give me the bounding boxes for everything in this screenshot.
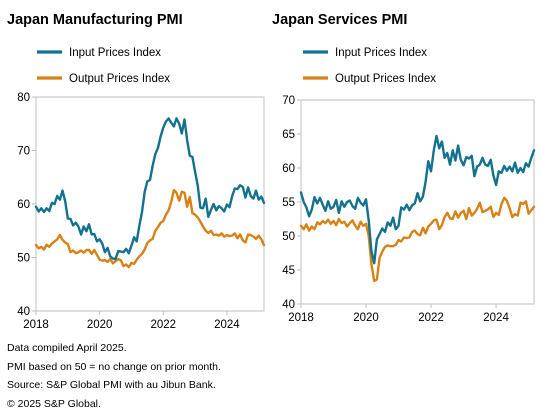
mfg-y-tick-label: 80 <box>17 92 30 104</box>
svc-y-tick-label: 55 <box>282 197 295 209</box>
svc-y-tick-label: 45 <box>282 265 295 277</box>
svc-y-tick-label: 60 <box>282 163 295 175</box>
manufacturing-pmi-chart: 40 50 60 70 80 2018 2020 2022 2024 Input Prices I… <box>0 0 270 336</box>
svc-x-tick-label: 2018 <box>288 312 314 324</box>
note-data-compiled: Data compiled April 2025. <box>7 339 221 358</box>
mfg-y-tick-label: 40 <box>17 306 30 318</box>
svc-y-tick-label: 65 <box>282 129 295 141</box>
note-source: Source: S&P Global PMI with au Jibun Ban… <box>7 376 221 395</box>
note-pmi-definition: PMI based on 50 = no change on prior mon… <box>7 358 221 377</box>
mfg-legend-label: Output Prices Index <box>69 73 170 85</box>
mfg-series-line-input-prices <box>36 118 264 259</box>
mfg-y-tick-label: 60 <box>17 199 30 211</box>
svc-y-tick-label: 40 <box>282 299 295 311</box>
svc-x-tick-label: 2022 <box>418 312 444 324</box>
svc-series-line-input-prices <box>301 136 534 263</box>
note-copyright: © 2025 S&P Global. <box>7 395 221 413</box>
svc-x-tick-label: 2024 <box>483 312 509 324</box>
svc-legend-label: Input Prices Index <box>335 47 427 59</box>
svc-legend-label: Output Prices Index <box>335 73 436 85</box>
svc-y-tick-label: 70 <box>282 95 295 107</box>
services-pmi-chart: 40 45 50 55 60 65 70 2018 2020 2022 2024 Input Pric… <box>266 0 541 336</box>
mfg-legend-label: Input Prices Index <box>69 47 161 59</box>
svc-x-tick-label: 2020 <box>353 312 379 324</box>
mfg-x-tick-label: 2018 <box>23 319 49 331</box>
mfg-y-tick-label: 50 <box>17 253 30 265</box>
svc-y-tick-label: 50 <box>282 231 295 243</box>
chart-notes: Data compiled April 2025. PMI based on 5… <box>7 339 221 413</box>
mfg-x-tick-label: 2020 <box>87 319 113 331</box>
svc-series-line-output-prices <box>301 198 534 281</box>
mfg-y-tick-label: 70 <box>17 146 30 158</box>
mfg-x-tick-label: 2022 <box>150 319 176 331</box>
mfg-x-tick-label: 2024 <box>214 319 240 331</box>
